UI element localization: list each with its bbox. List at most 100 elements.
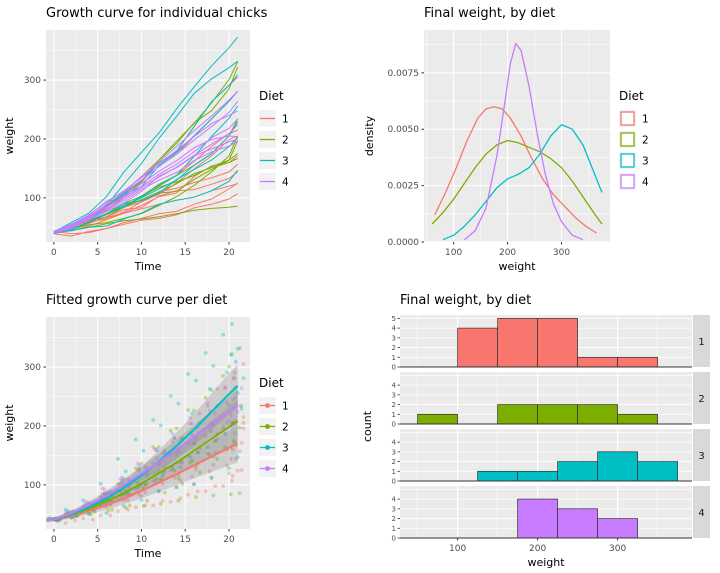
legend-label: 1 [282, 114, 289, 126]
scatter-point-diet-2 [241, 421, 246, 425]
scatter-point-diet-2 [127, 503, 132, 508]
scatter-point-diet-1 [239, 441, 244, 445]
y-tick-label: 300 [24, 76, 41, 86]
y-axis-title: count [361, 410, 374, 442]
scatter-point-diet-3 [195, 450, 200, 455]
scatter-point-diet-2 [106, 508, 111, 513]
y-tick-label: 2 [392, 458, 396, 466]
scatter-point-diet-4 [176, 449, 181, 454]
scatter-point-diet-4 [190, 421, 194, 426]
scatter-point-diet-2 [159, 501, 163, 506]
hist-bar-diet-3 [597, 451, 638, 482]
scatter-point-diet-1 [159, 477, 163, 481]
legend-label: 2 [642, 135, 649, 147]
scatter-point-diet-1 [197, 411, 202, 416]
scatter-point-diet-1 [229, 457, 233, 461]
scatter-point-diet-1 [48, 517, 52, 522]
scatter-point-diet-3 [104, 511, 109, 515]
scatter-point-diet-1 [232, 370, 237, 375]
scatter-point-diet-4 [50, 517, 54, 521]
smooth-line-diet-1 [53, 442, 239, 521]
scatter-point-diet-2 [92, 510, 97, 514]
scatter-point-diet-1 [139, 494, 144, 498]
scatter-point-diet-3 [188, 454, 193, 459]
scatter-point-diet-1 [168, 500, 173, 504]
chart-title-fitted-growth: Fitted growth curve per diet [46, 293, 228, 308]
scatter-point-diet-1 [209, 475, 214, 480]
scatter-point-diet-1 [108, 513, 113, 518]
scatter-point-diet-1 [233, 457, 238, 461]
scatter-point-diet-2 [155, 477, 159, 481]
scatter-point-diet-3 [116, 457, 120, 461]
scatter-point-diet-1 [230, 474, 235, 478]
y-axis-title: density [363, 115, 376, 156]
scatter-point-diet-4 [223, 385, 228, 389]
scatter-point-diet-2 [50, 517, 54, 522]
chart-growth-individual: Growth curve for individual chicks 0 5 10 1… [0, 0, 360, 287]
scatter-point-diet-1 [50, 517, 54, 522]
legend-key-box [620, 153, 635, 168]
chick-line-diet-4 [53, 124, 239, 234]
scatter-point-diet-1 [174, 485, 179, 490]
scatter-point-diet-1 [194, 467, 198, 472]
scatter-point-diet-4 [229, 413, 233, 418]
facet-strip [693, 372, 710, 424]
smooth-line-diet-4 [53, 404, 239, 521]
facet-strip [693, 315, 710, 367]
y-axis-title: weight [3, 404, 16, 442]
scatter-point-diet-3 [186, 372, 191, 376]
x-axis-title: weight [527, 556, 565, 569]
scatter-point-diet-1 [160, 498, 165, 503]
scatter-point-diet-3 [133, 437, 138, 442]
scatter-point-diet-3 [46, 517, 50, 521]
y-tick-label: 0 [392, 535, 396, 543]
y-tick-label: 1 [392, 525, 396, 533]
x-tick-label: 100 [445, 248, 462, 258]
scatter-point-diet-2 [135, 481, 140, 485]
scatter-point-diet-1 [221, 424, 226, 429]
scatter-point-diet-1 [188, 421, 193, 426]
hist-bar-diet-3 [517, 470, 558, 482]
scatter-point-diet-2 [190, 458, 194, 463]
chick-line-diet-1 [53, 193, 238, 237]
confidence-ribbon-diet-2 [53, 400, 238, 522]
y-tick-label: 1 [392, 354, 396, 362]
scatter-point-diet-1 [63, 521, 68, 525]
scatter-point-diet-3 [229, 352, 233, 357]
density-curve-diet-3 [442, 124, 603, 241]
scatter-point-diet-1 [178, 478, 183, 482]
scatter-point-diet-1 [87, 511, 91, 515]
plot-panel [424, 30, 610, 242]
facet-strip [693, 429, 710, 481]
scatter-point-diet-1 [116, 509, 120, 514]
scatter-point-diet-2 [151, 445, 156, 449]
x-tick-label: 200 [529, 544, 546, 554]
scatter-point-diet-1 [162, 448, 167, 452]
hist-bar-diet-2 [617, 413, 658, 425]
scatter-point-diet-3 [143, 482, 148, 487]
scatter-point-diet-3 [235, 391, 240, 395]
legend-key-point [265, 445, 270, 450]
y-tick-label: 4 [392, 382, 397, 390]
chick-line-diet-2 [53, 135, 239, 234]
y-tick-label: 5 [392, 315, 396, 323]
y-tick-label: 0.0050 [388, 125, 420, 135]
scatter-point-diet-4 [46, 517, 50, 522]
scatter-point-diet-4 [155, 448, 159, 453]
scatter-point-diet-4 [102, 491, 107, 496]
y-tick-label: 1 [392, 468, 396, 476]
scatter-point-diet-1 [145, 481, 150, 485]
scatter-point-diet-2 [230, 352, 234, 356]
scatter-point-diet-4 [232, 376, 236, 381]
chick-line-diet-1 [53, 182, 238, 235]
scatter-point-diet-1 [207, 469, 212, 474]
scatter-point-diet-4 [209, 429, 214, 434]
scatter-point-diet-1 [160, 481, 165, 486]
legend-label: 1 [282, 401, 289, 413]
scatter-point-diet-4 [145, 474, 150, 479]
legend-key-point [265, 466, 270, 471]
hist-bar-diet-2 [417, 413, 458, 425]
scatter-point-diet-3 [50, 517, 54, 522]
scatter-point-diet-4 [67, 509, 72, 514]
